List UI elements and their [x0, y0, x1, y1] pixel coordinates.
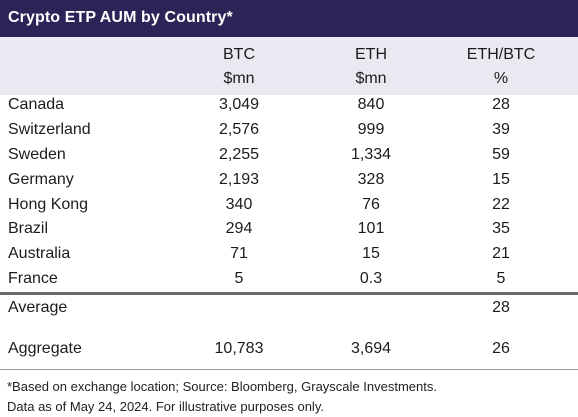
table-cell: 5 — [234, 270, 244, 287]
column-header-band — [0, 37, 578, 95]
table-cell: 1,334 — [350, 146, 392, 163]
table-cell: 35 — [492, 220, 510, 237]
table-cell: 21 — [492, 245, 510, 262]
footnote-divider — [0, 369, 578, 370]
row-label-france: France — [8, 270, 58, 287]
table-cell: 340 — [225, 196, 253, 213]
col-header-ratio: ETH/BTC — [466, 46, 536, 63]
table-cell: 15 — [492, 171, 510, 188]
table-cell: 999 — [357, 121, 385, 138]
table-cell: 101 — [357, 220, 385, 237]
table-cell: 28 — [492, 299, 510, 316]
table-cell: 328 — [357, 171, 385, 188]
table-cell: 59 — [492, 146, 510, 163]
table-cell: 5 — [496, 270, 506, 287]
table-cell: 0.3 — [359, 270, 383, 287]
row-label-aggregate: Aggregate — [8, 340, 82, 357]
col-unit-btc: $mn — [223, 70, 255, 87]
table-cell: 39 — [492, 121, 510, 138]
row-label-average: Average — [8, 299, 68, 316]
section-divider — [0, 292, 578, 295]
row-label-hong-kong: Hong Kong — [8, 196, 89, 213]
table-cell: 294 — [225, 220, 253, 237]
table-cell: 26 — [492, 340, 510, 357]
table-cell: 3,694 — [350, 340, 392, 357]
col-header-btc: BTC — [223, 46, 255, 63]
footnote-line-1: *Based on exchange location; Source: Blo… — [7, 379, 437, 394]
col-header-eth: ETH — [355, 46, 387, 63]
row-label-sweden: Sweden — [8, 146, 66, 163]
table-cell: 15 — [362, 245, 380, 262]
row-label-germany: Germany — [8, 171, 74, 188]
col-unit-eth: $mn — [355, 70, 387, 87]
table-cell: 71 — [230, 245, 248, 262]
table-cell: 2,576 — [218, 121, 260, 138]
table-cell: 840 — [357, 96, 385, 113]
footnote: *Based on exchange location; Source: Blo… — [7, 377, 575, 417]
table-cell: 10,783 — [214, 340, 264, 357]
table-cell: 2,193 — [218, 171, 260, 188]
row-label-australia: Australia — [8, 245, 71, 262]
table-title: Crypto ETP AUM by Country* — [0, 0, 578, 37]
row-label-brazil: Brazil — [8, 220, 49, 237]
table-cell: 28 — [492, 96, 510, 113]
table-cell: 22 — [492, 196, 510, 213]
row-label-canada: Canada — [8, 96, 65, 113]
col-unit-ratio: % — [493, 70, 509, 87]
table-cell: 76 — [362, 196, 380, 213]
row-label-switzerland: Switzerland — [8, 121, 91, 138]
table-cell: 3,049 — [218, 96, 260, 113]
footnote-line-2: Data as of May 24, 2024. For illustrativ… — [7, 399, 324, 414]
table-cell: 2,255 — [218, 146, 260, 163]
